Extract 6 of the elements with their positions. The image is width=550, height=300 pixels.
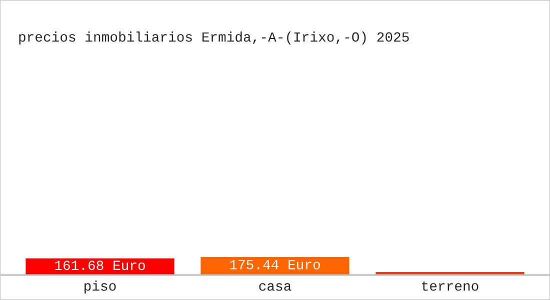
x-tick-label: terreno: [422, 281, 478, 291]
x-tick-label: piso: [84, 280, 116, 294]
x-tick-label: casa: [259, 283, 292, 291]
data-label: 175.44 Euro: [230, 260, 320, 270]
data-label: 161.68 Euro: [55, 260, 145, 270]
chart-title: precios inmobiliarios Ermida,-A-(Irixo,-O) 2025: [19, 32, 409, 44]
